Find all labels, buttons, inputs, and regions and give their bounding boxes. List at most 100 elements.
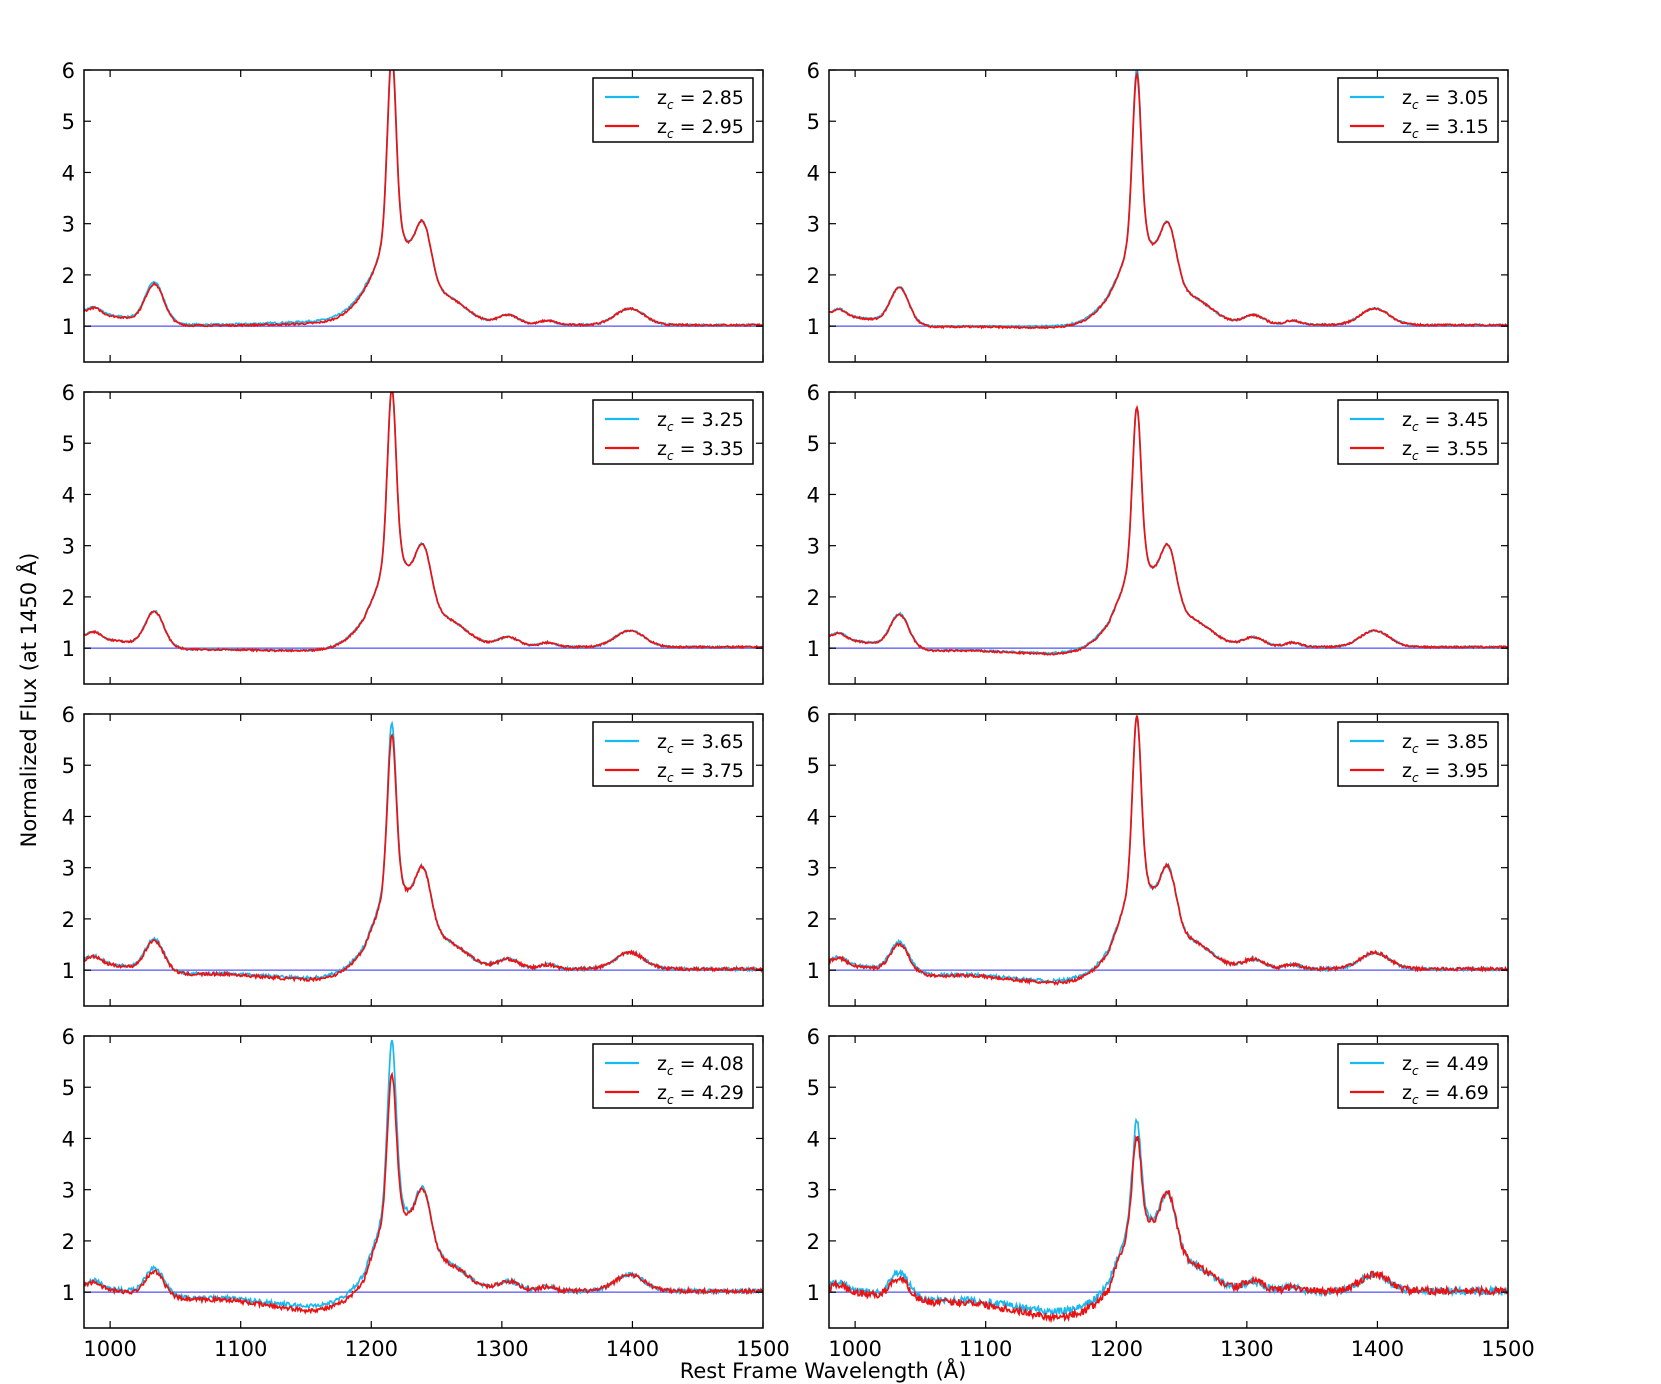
legend: zc = 3.05 zc = 3.15 <box>1337 77 1499 143</box>
y-tick-label: 2 <box>807 586 820 610</box>
legend-label: zc = 4.69 <box>1402 1082 1489 1107</box>
x-tick-label: 1300 <box>1220 1337 1273 1361</box>
legend-label: zc = 3.45 <box>1402 409 1489 434</box>
plot-frame <box>828 69 1509 363</box>
x-tick-label: 1300 <box>475 1337 528 1361</box>
legend-label: zc = 3.55 <box>1402 438 1489 463</box>
y-tick-label: 1 <box>807 959 820 983</box>
series-line-3.55 <box>829 404 1508 656</box>
series-line-3.95 <box>829 715 1508 986</box>
legend-label: zc = 3.95 <box>1402 760 1489 785</box>
panel-row3-left: 1 2 3 4 5 6 zc = 3.65 zc = 3.75 <box>62 703 764 1007</box>
legend-label: zc = 4.29 <box>657 1082 744 1107</box>
y-tick-label: 1 <box>62 959 75 983</box>
y-tick-label: 5 <box>807 1076 820 1100</box>
legend-label: zc = 3.85 <box>1402 731 1489 756</box>
y-tick-label: 1 <box>807 315 820 339</box>
panel-row3-right: 1 2 3 4 5 6 zc = 3.85 zc = 3.95 <box>807 703 1509 1007</box>
y-tick-label: 1 <box>807 1281 820 1305</box>
panel-top-right: 1 2 3 4 5 6 zc = 3.05 zc = 3.15 <box>807 59 1509 363</box>
legend-label: zc = 3.65 <box>657 731 744 756</box>
legend: zc = 3.25 zc = 3.35 <box>592 399 754 465</box>
y-tick-label: 5 <box>807 110 820 134</box>
series-line-4.49 <box>829 1117 1508 1317</box>
x-tick-label: 1500 <box>736 1337 789 1361</box>
y-tick-label: 1 <box>62 637 75 661</box>
legend-box <box>592 1043 754 1109</box>
legend-box <box>1337 77 1499 143</box>
legend-label: zc = 3.25 <box>657 409 744 434</box>
y-tick-label: 1 <box>62 1281 75 1305</box>
legend: zc = 3.45 zc = 3.55 <box>1337 399 1499 465</box>
y-tick-label: 3 <box>62 213 75 237</box>
legend-label: zc = 3.35 <box>657 438 744 463</box>
legend-label: zc = 2.95 <box>657 116 744 141</box>
legend-label: zc = 4.49 <box>1402 1053 1489 1078</box>
legend-box <box>592 721 754 787</box>
plot-frame <box>828 1035 1509 1329</box>
y-tick-label: 4 <box>807 1127 820 1151</box>
y-tick-label: 4 <box>807 161 820 185</box>
legend-box <box>1337 1043 1499 1109</box>
series-line-3.15 <box>829 70 1508 330</box>
y-tick-label: 5 <box>807 432 820 456</box>
panel-top-left: 1 2 3 4 5 6 zc = 2.85 zc = 2.95 <box>62 59 764 363</box>
y-tick-label: 4 <box>62 1127 75 1151</box>
y-tick-label: 2 <box>62 1230 75 1254</box>
x-tick-label: 1400 <box>1351 1337 1404 1361</box>
y-tick-label: 2 <box>807 908 820 932</box>
y-tick-label: 1 <box>62 315 75 339</box>
y-tick-label: 3 <box>807 213 820 237</box>
y-tick-label: 5 <box>62 110 75 134</box>
legend-box <box>1337 721 1499 787</box>
y-tick-label: 3 <box>62 857 75 881</box>
x-tick-label: 1500 <box>1481 1337 1534 1361</box>
y-tick-label: 2 <box>62 264 75 288</box>
y-tick-label: 6 <box>62 59 75 83</box>
legend: zc = 4.08 zc = 4.29 <box>592 1043 754 1109</box>
series-line-3.75 <box>84 733 763 983</box>
y-tick-label: 6 <box>62 381 75 405</box>
legend: zc = 4.49 zc = 4.69 <box>1337 1043 1499 1109</box>
y-tick-label: 4 <box>62 805 75 829</box>
y-tick-label: 6 <box>807 703 820 727</box>
y-tick-label: 3 <box>807 535 820 559</box>
x-tick-label: 1100 <box>214 1337 267 1361</box>
y-tick-label: 4 <box>62 161 75 185</box>
y-tick-label: 1 <box>807 637 820 661</box>
y-tick-label: 5 <box>62 754 75 778</box>
x-tick-label: 1200 <box>1090 1337 1143 1361</box>
legend-box <box>592 399 754 465</box>
y-tick-label: 3 <box>62 1179 75 1203</box>
legend: zc = 3.65 zc = 3.75 <box>592 721 754 787</box>
legend-label: zc = 3.75 <box>657 760 744 785</box>
y-tick-label: 6 <box>807 381 820 405</box>
y-tick-label: 2 <box>62 908 75 932</box>
y-tick-label: 2 <box>62 586 75 610</box>
x-tick-label: 1000 <box>828 1337 881 1361</box>
x-tick-label: 1100 <box>959 1337 1012 1361</box>
legend: zc = 3.85 zc = 3.95 <box>1337 721 1499 787</box>
y-tick-label: 3 <box>807 857 820 881</box>
legend-box <box>1337 399 1499 465</box>
y-tick-label: 2 <box>807 1230 820 1254</box>
plot-frame <box>828 391 1509 685</box>
x-axis-title: Rest Frame Wavelength (Å) <box>680 1357 967 1383</box>
y-tick-label: 6 <box>807 1025 820 1049</box>
x-tick-label: 1400 <box>606 1337 659 1361</box>
y-axis-title: Normalized Flux (at 1450 Å) <box>15 553 41 848</box>
legend-box <box>592 77 754 143</box>
panel-row2-right: 1 2 3 4 5 6 zc = 3.45 zc = 3.55 <box>807 381 1509 685</box>
x-tick-label: 1200 <box>345 1337 398 1361</box>
plot-frame <box>83 713 764 1007</box>
plot-frame <box>828 713 1509 1007</box>
series-line-3.35 <box>84 392 763 653</box>
legend-label: zc = 3.05 <box>1402 87 1489 112</box>
y-tick-label: 5 <box>807 754 820 778</box>
series-line-4.69 <box>829 1135 1508 1324</box>
y-tick-label: 3 <box>807 1179 820 1203</box>
